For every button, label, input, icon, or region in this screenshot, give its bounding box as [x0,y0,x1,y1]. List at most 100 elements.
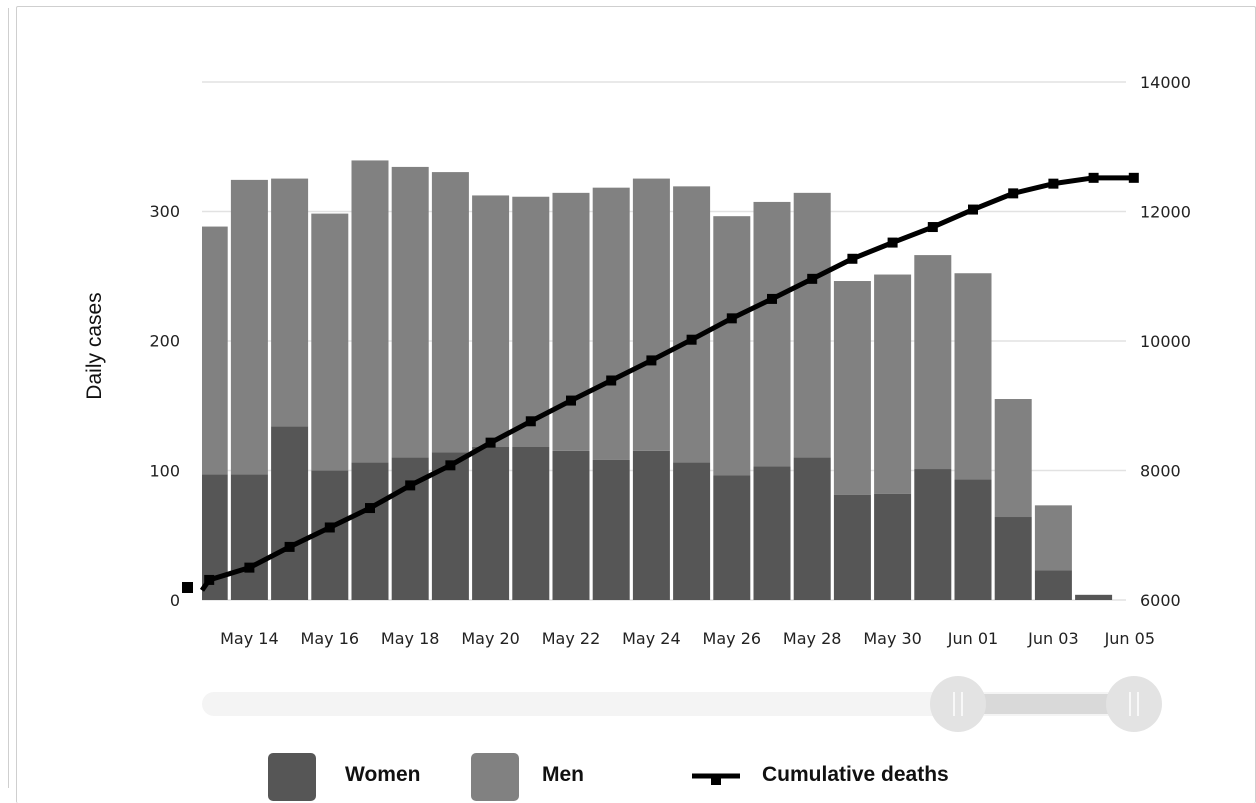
bar-men [472,195,510,447]
deaths-point [847,253,858,264]
bar-women [673,462,711,600]
y-axis-label: Daily cases [83,292,106,399]
bar-men [713,216,751,476]
bar-men [874,274,912,494]
deaths-point [525,416,536,427]
deaths-point [566,395,576,406]
deaths-point [1048,178,1059,189]
deaths-point [646,355,657,366]
x-tick-label: Jun 05 [1104,629,1155,648]
bar-men [512,196,550,447]
slider-track[interactable] [202,692,1134,716]
deaths-point [244,562,255,573]
bar-men [311,213,349,471]
x-tick-label: May 28 [783,629,842,648]
y-right-tick-label: 14000 [1140,73,1191,92]
x-tick-label: May 18 [381,629,440,648]
bar-women [512,446,550,600]
bar-women [793,457,831,600]
y-left-tick-label: 100 [149,461,180,480]
legend: Women Men Cumulative deaths [268,753,949,801]
deaths-point [445,460,456,471]
bar-men [271,178,309,427]
bar-women [230,474,268,600]
x-tick-label: Jun 01 [947,629,998,648]
bar-men [994,399,1032,518]
bar-men [351,160,389,463]
y-right-tick-label: 12000 [1140,203,1191,222]
x-tick-label: May 14 [220,629,279,648]
x-tick-label: May 20 [461,629,520,648]
x-axis: May 14 May 16 May 18 May 20 May 22 May 24 May … [220,629,1155,648]
y-left-tick-label: 0 [170,591,180,610]
deaths-point [1088,172,1099,183]
legend-label-men: Men [542,763,584,786]
bar-women [351,462,389,600]
bars [151,160,1113,600]
deaths-point [204,574,215,585]
deaths-point [807,273,818,284]
deaths-line [182,172,1139,593]
bar-women [472,446,510,600]
bar-men [151,250,188,474]
bar-men [552,192,590,451]
deaths-point [365,503,375,514]
legend-label-deaths: Cumulative deaths [762,763,949,786]
bar-women [874,493,912,600]
bar-men [1034,505,1072,571]
bar-men [592,187,630,460]
y-axis-left: 0 100 200 300 [149,202,180,610]
deaths-point [485,437,496,448]
slider-right-handle[interactable] [1106,676,1162,732]
y-left-tick-label: 200 [149,332,180,351]
bar-women [431,452,469,600]
bar-women [753,466,791,600]
bar-women [914,469,952,600]
y-right-tick-label: 10000 [1140,332,1191,351]
deaths-point [887,237,898,248]
bar-men [793,192,831,458]
range-slider[interactable] [202,676,1162,732]
legend-item-men[interactable]: Men [471,753,584,801]
bar-women [713,475,751,600]
y-right-tick-label: 6000 [1140,591,1181,610]
deaths-point [968,204,978,215]
bar-men [632,178,670,451]
y-left-tick-label: 300 [149,202,180,221]
x-tick-label: May 16 [301,629,360,648]
legend-swatch-men [471,753,519,801]
bar-women [632,450,670,600]
bar-women [1075,594,1113,600]
x-tick-label: May 30 [863,629,922,648]
deaths-point [927,222,938,233]
bar-women [954,479,992,600]
slider-selected-range[interactable] [958,694,1134,714]
x-tick-label: Jun 03 [1027,629,1078,648]
deaths-point [284,541,295,552]
left-panel-edge [0,8,9,788]
bar-men [391,166,429,458]
bar-women [833,494,871,600]
x-tick-label: May 22 [542,629,601,648]
deaths-point [1008,188,1019,199]
bar-women [552,450,590,600]
legend-marker-deaths [711,775,721,785]
bar-women [994,517,1032,600]
bar-women [1034,570,1072,600]
deaths-point [1128,172,1139,183]
bar-men [431,172,469,453]
deaths-point [767,293,777,304]
bar-women [592,459,630,600]
bar-men [202,226,228,475]
x-tick-label: May 26 [703,629,762,648]
legend-item-women[interactable]: Women [268,753,420,801]
slider-left-handle[interactable] [930,676,986,732]
legend-item-deaths[interactable]: Cumulative deaths [692,763,949,786]
y-axis-right: 6000 8000 10000 12000 14000 [1140,73,1191,610]
bar-women [151,474,188,600]
bar-women [271,426,309,600]
bar-men [673,186,711,463]
bar-men [914,255,952,470]
bar-men [833,281,871,495]
